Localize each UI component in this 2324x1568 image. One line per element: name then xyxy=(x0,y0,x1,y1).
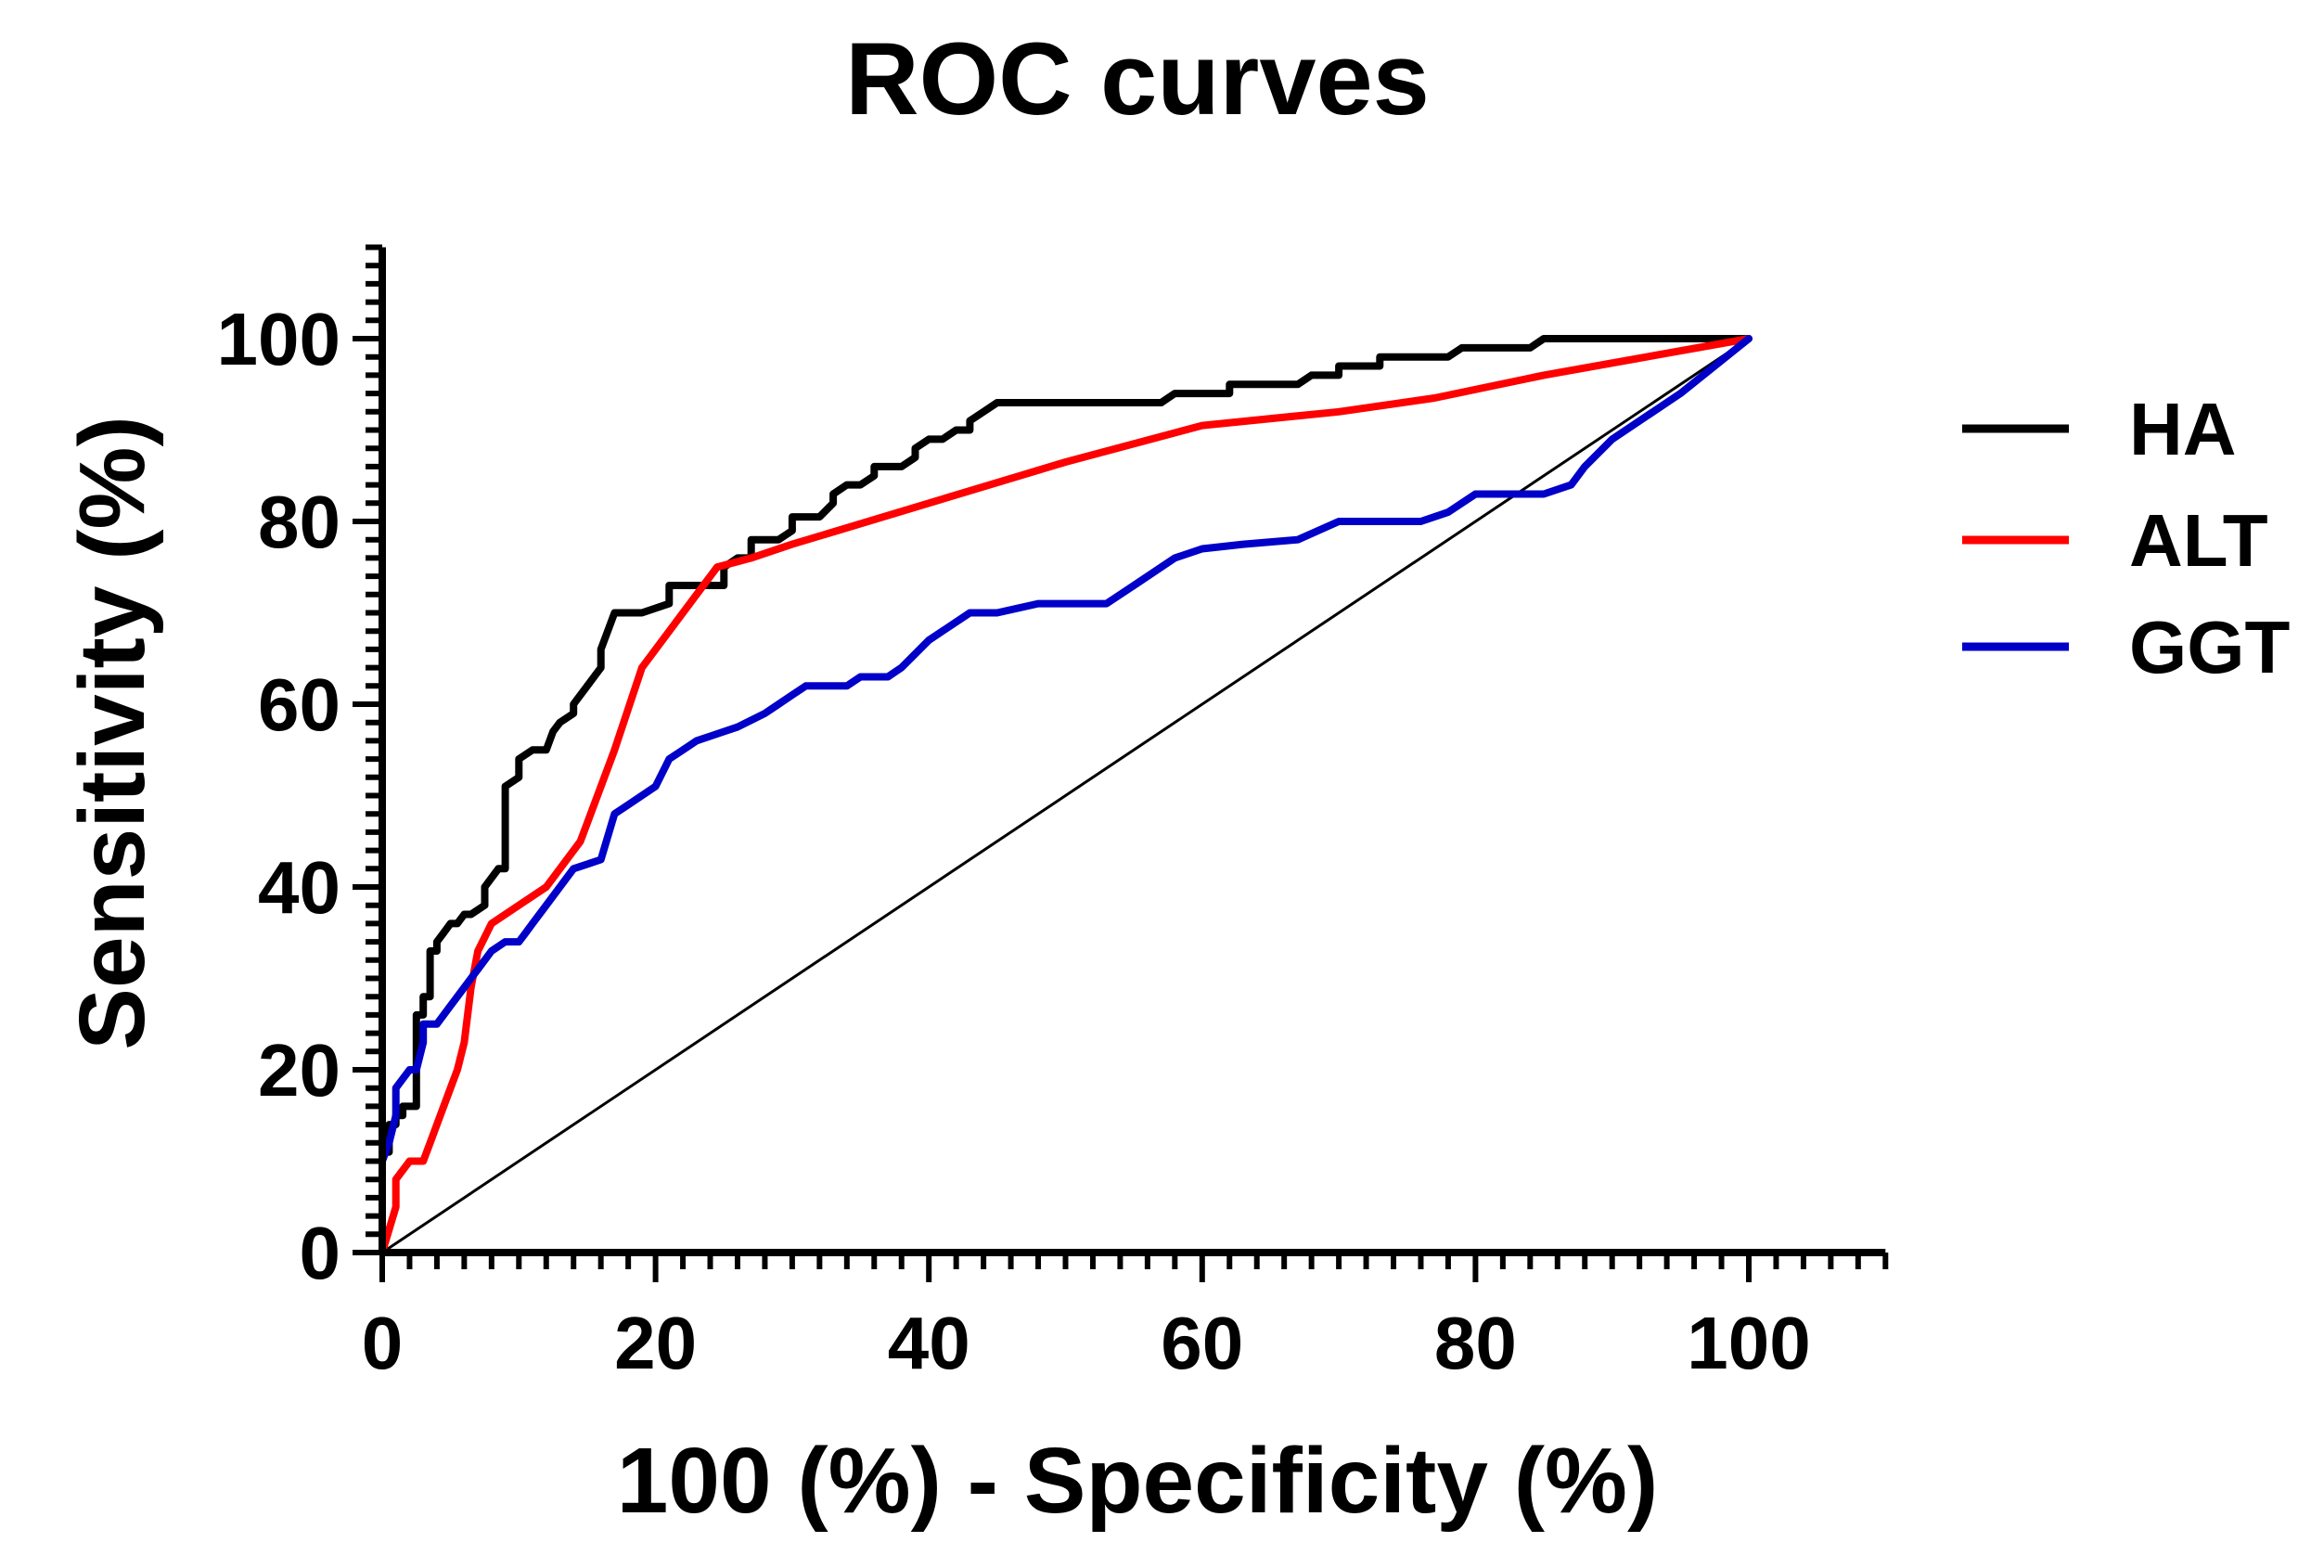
x-tick-label: 20 xyxy=(614,1302,697,1384)
legend-label-ggt: GGT xyxy=(2129,606,2290,688)
y-tick-label: 80 xyxy=(258,481,340,563)
x-tick-label: 0 xyxy=(362,1302,404,1384)
legend-label-alt: ALT xyxy=(2129,499,2268,582)
reference-diagonal-line xyxy=(381,337,1750,1254)
x-tick-label: 40 xyxy=(888,1302,970,1384)
x-tick-label: 60 xyxy=(1161,1302,1243,1384)
x-tick-label: 100 xyxy=(1687,1302,1810,1384)
series-layer xyxy=(379,335,1753,1256)
legend: HA ALT GGT xyxy=(1962,388,2290,688)
y-axis-label: Sensitivity (%) xyxy=(60,416,164,1050)
tick-label-layer: 0 20 40 60 80 100 0 20 40 60 80 100 xyxy=(217,298,1811,1384)
series-line-ggt xyxy=(379,335,1753,1256)
series-line-alt xyxy=(379,335,1753,1256)
reference-line-layer xyxy=(381,337,1750,1254)
y-tick-label: 20 xyxy=(258,1029,340,1112)
x-tick-label: 80 xyxy=(1434,1302,1517,1384)
x-axis-label: 100 (%) - Specificity (%) xyxy=(617,1429,1659,1533)
legend-label-ha: HA xyxy=(2129,388,2237,470)
y-tick-label: 60 xyxy=(258,663,340,746)
axes-layer xyxy=(353,244,1889,1282)
y-tick-label: 40 xyxy=(258,846,340,929)
y-tick-label: 0 xyxy=(300,1212,341,1294)
series-line-ha xyxy=(379,335,1753,1256)
chart-title: ROC curves xyxy=(845,22,1430,136)
y-tick-label: 100 xyxy=(217,298,340,380)
